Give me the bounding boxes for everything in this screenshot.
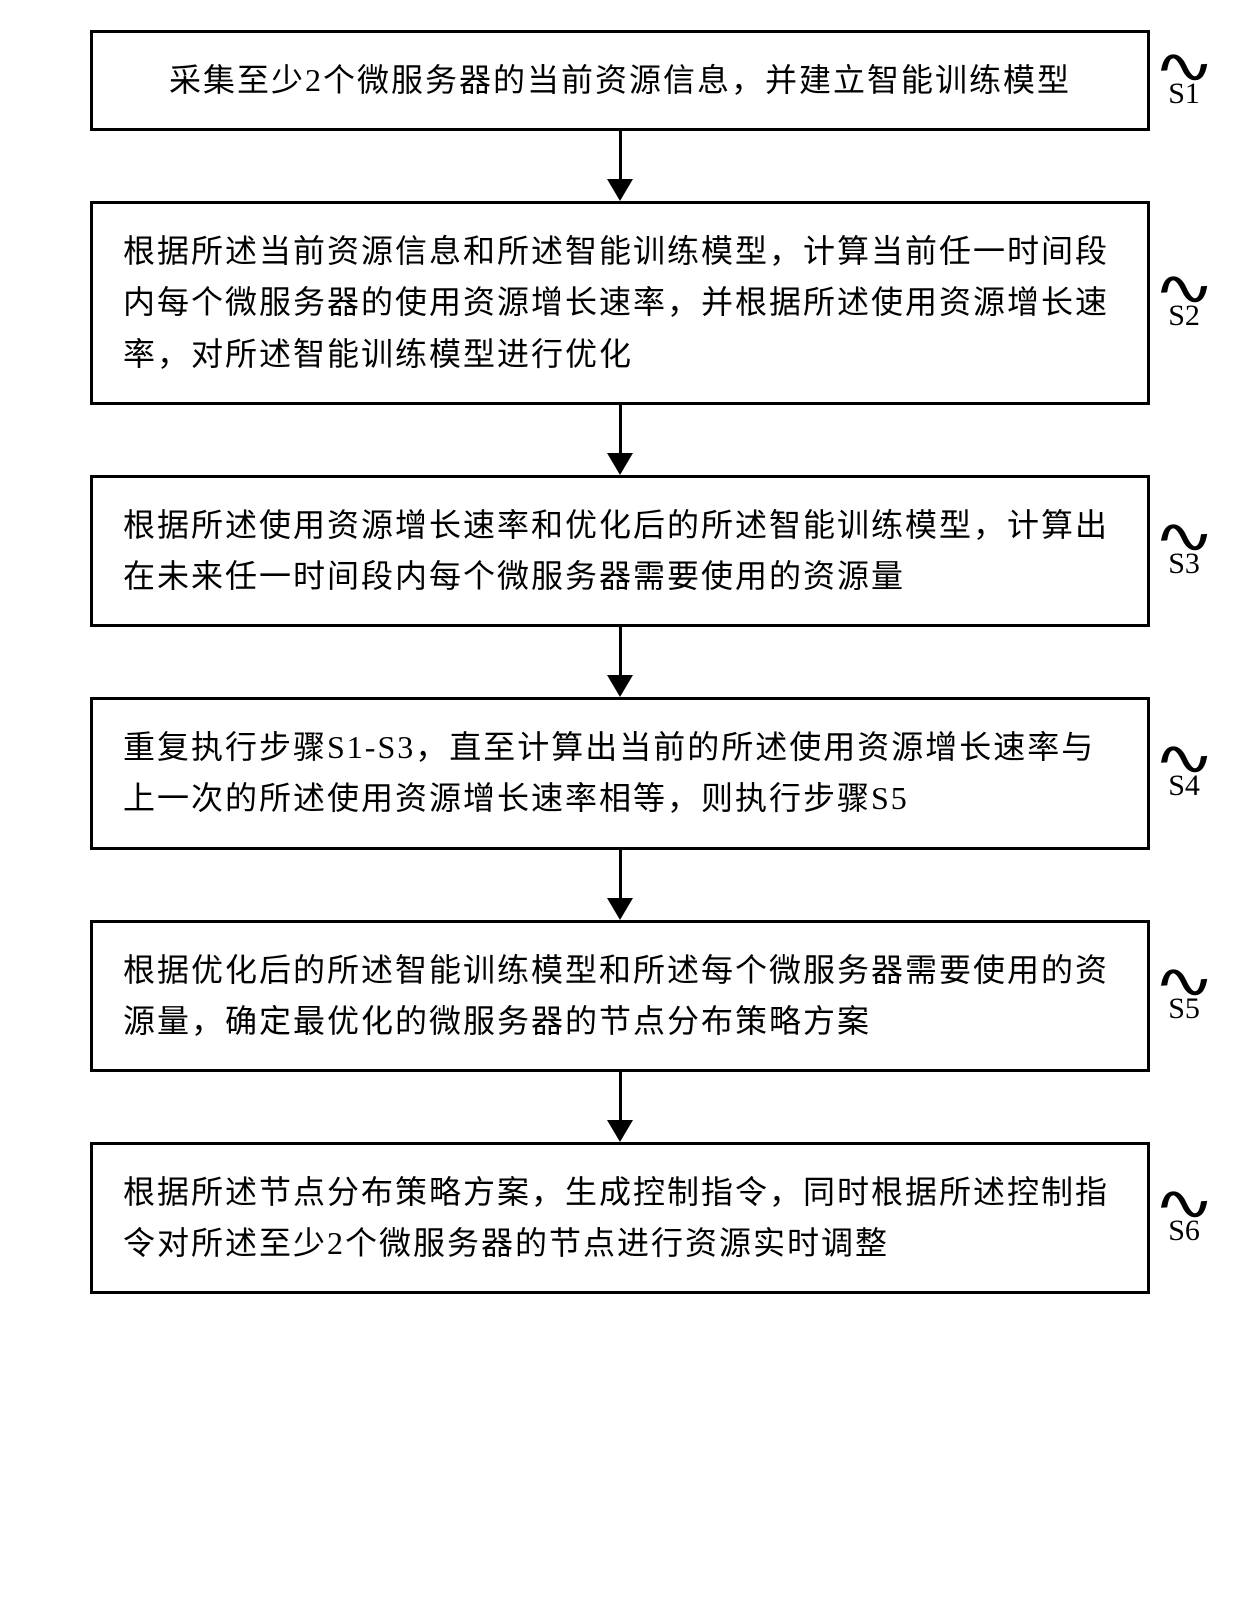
tilde-icon: ∿ xyxy=(1151,964,1218,998)
step-text: 根据所述节点分布策略方案，生成控制指令，同时根据所述控制指令对所述至少2个微服务… xyxy=(123,1174,1109,1261)
step-text: 采集至少2个微服务器的当前资源信息，并建立智能训练模型 xyxy=(169,62,1071,98)
step-box-s1: 采集至少2个微服务器的当前资源信息，并建立智能训练模型 xyxy=(90,30,1150,131)
tilde-icon: ∿ xyxy=(1151,519,1218,553)
step-row-s2: 根据所述当前资源信息和所述智能训练模型，计算当前任一时间段内每个微服务器的使用资… xyxy=(20,201,1220,405)
arrow-line xyxy=(619,405,622,453)
arrow-line xyxy=(619,1072,622,1120)
tilde-icon: ∿ xyxy=(1151,742,1218,776)
step-text: 根据所述使用资源增长速率和优化后的所述智能训练模型，计算出在未来任一时间段内每个… xyxy=(123,507,1109,594)
step-box-s4: 重复执行步骤S1-S3，直至计算出当前的所述使用资源增长速率与上一次的所述使用资… xyxy=(90,697,1150,849)
step-row-s1: 采集至少2个微服务器的当前资源信息，并建立智能训练模型 ∿ S1 xyxy=(20,30,1220,131)
arrow-s1-s2 xyxy=(607,131,633,201)
step-label-s6: ∿ S6 xyxy=(1163,1188,1205,1248)
step-label-s2: ∿ S2 xyxy=(1163,273,1205,333)
step-box-s2: 根据所述当前资源信息和所述智能训练模型，计算当前任一时间段内每个微服务器的使用资… xyxy=(90,201,1150,405)
tilde-icon: ∿ xyxy=(1151,271,1218,305)
arrow-s4-s5 xyxy=(607,850,633,920)
step-row-s6: 根据所述节点分布策略方案，生成控制指令，同时根据所述控制指令对所述至少2个微服务… xyxy=(20,1142,1220,1294)
arrow-head-icon xyxy=(607,179,633,201)
step-row-s3: 根据所述使用资源增长速率和优化后的所述智能训练模型，计算出在未来任一时间段内每个… xyxy=(20,475,1220,627)
step-row-s5: 根据优化后的所述智能训练模型和所述每个微服务器需要使用的资源量，确定最优化的微服… xyxy=(20,920,1220,1072)
arrow-head-icon xyxy=(607,898,633,920)
tilde-icon: ∿ xyxy=(1151,1186,1218,1220)
step-text: 根据所述当前资源信息和所述智能训练模型，计算当前任一时间段内每个微服务器的使用资… xyxy=(123,233,1109,371)
step-label-s3: ∿ S3 xyxy=(1163,521,1205,581)
step-box-s5: 根据优化后的所述智能训练模型和所述每个微服务器需要使用的资源量，确定最优化的微服… xyxy=(90,920,1150,1072)
arrow-s2-s3 xyxy=(607,405,633,475)
step-text: 根据优化后的所述智能训练模型和所述每个微服务器需要使用的资源量，确定最优化的微服… xyxy=(123,952,1109,1039)
arrow-line xyxy=(619,131,622,179)
step-text: 重复执行步骤S1-S3，直至计算出当前的所述使用资源增长速率与上一次的所述使用资… xyxy=(123,729,1095,816)
step-box-s3: 根据所述使用资源增长速率和优化后的所述智能训练模型，计算出在未来任一时间段内每个… xyxy=(90,475,1150,627)
step-box-s6: 根据所述节点分布策略方案，生成控制指令，同时根据所述控制指令对所述至少2个微服务… xyxy=(90,1142,1150,1294)
arrow-line xyxy=(619,850,622,898)
arrow-line xyxy=(619,627,622,675)
step-label-s1: ∿ S1 xyxy=(1163,51,1205,111)
flowchart-container: 采集至少2个微服务器的当前资源信息，并建立智能训练模型 ∿ S1 根据所述当前资… xyxy=(20,30,1220,1294)
step-label-s4: ∿ S4 xyxy=(1163,743,1205,803)
arrow-head-icon xyxy=(607,453,633,475)
arrow-s5-s6 xyxy=(607,1072,633,1142)
arrow-head-icon xyxy=(607,1120,633,1142)
step-label-s5: ∿ S5 xyxy=(1163,966,1205,1026)
step-row-s4: 重复执行步骤S1-S3，直至计算出当前的所述使用资源增长速率与上一次的所述使用资… xyxy=(20,697,1220,849)
tilde-icon: ∿ xyxy=(1151,49,1218,83)
arrow-s3-s4 xyxy=(607,627,633,697)
arrow-head-icon xyxy=(607,675,633,697)
